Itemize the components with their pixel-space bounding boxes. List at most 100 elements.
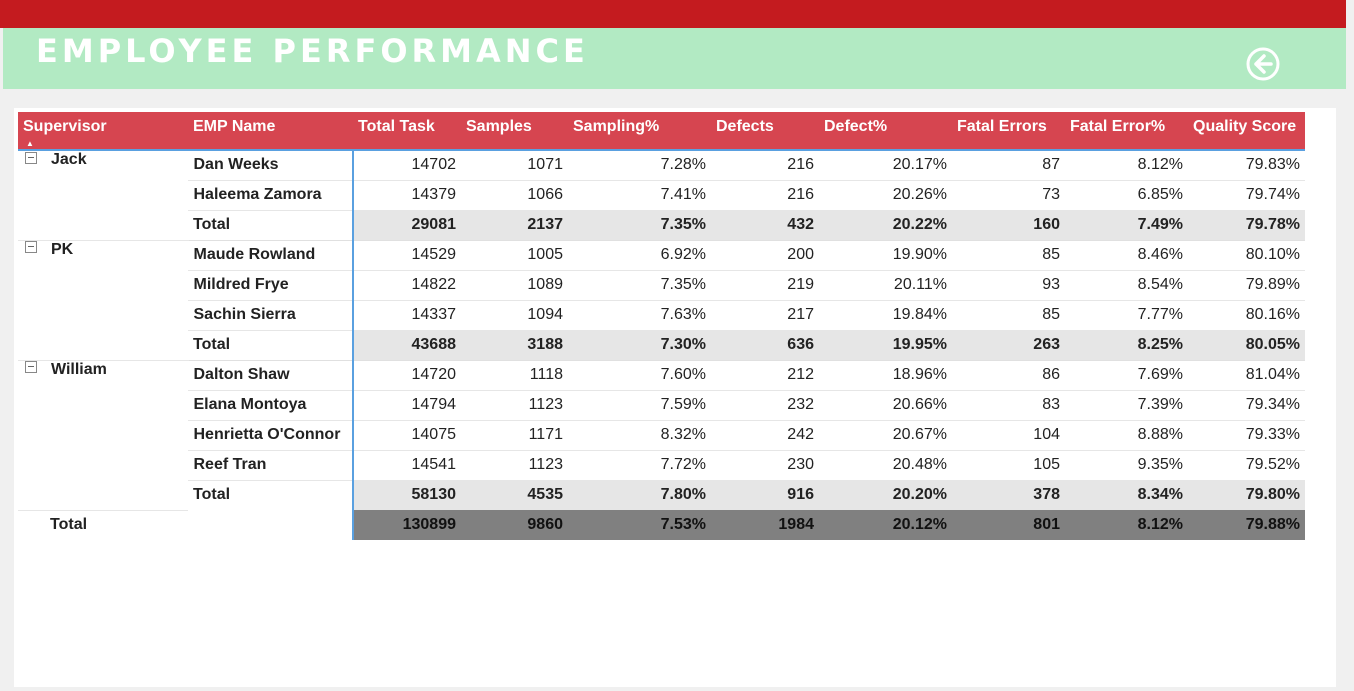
performance-matrix: Supervisor ▲ EMP Name Total Task Samples…: [18, 112, 1305, 540]
value-cell: 14541: [352, 450, 461, 481]
value-cell: 18.96%: [819, 359, 952, 391]
column-header-defect-pct[interactable]: Defect%: [819, 112, 952, 151]
table-row[interactable]: PK Maude Rowland 14529 1005 6.92% 200 19.90% 85…: [18, 239, 1305, 361]
employee-name: Dan Weeks: [187, 150, 353, 181]
employee-name: Elana Montoya: [187, 390, 353, 421]
subtotal-label: Total: [193, 486, 231, 504]
value-cell: 20.67%: [819, 420, 952, 451]
value-cell: 7.63%: [568, 300, 711, 331]
table-row[interactable]: William Dalton Shaw 14720 1118 7.60% 212 18.96…: [18, 359, 1305, 511]
value-cell: 6.85%: [1065, 180, 1188, 211]
value-cell: 7.28%: [568, 150, 711, 181]
page-title: EMPLOYEE PERFORMANCE: [36, 32, 589, 70]
value-cell: 20.11%: [819, 270, 952, 301]
value-cell: 7.41%: [568, 180, 711, 211]
grand-total-row: Total 130899 9860 7.53% 1984 20.12% 801 8.12% 79…: [18, 510, 1305, 540]
column-header-defects[interactable]: Defects: [711, 112, 819, 151]
table-row[interactable]: Mildred Frye 14822 1089 7.35% 219 20.11% 93 8.5…: [18, 270, 1305, 301]
value-cell: 20.17%: [819, 150, 952, 181]
value-cell: 1123: [461, 390, 568, 421]
value-cell: 14720: [352, 359, 461, 391]
value-cell: 20.48%: [819, 450, 952, 481]
supervisor-cell: Jack: [18, 150, 188, 241]
table-row[interactable]: Elana Montoya 14794 1123 7.59% 232 20.66% 83 7.…: [18, 390, 1305, 421]
value-cell: 7.80%: [568, 480, 711, 510]
value-cell: 104: [952, 420, 1065, 451]
value-cell: 105: [952, 450, 1065, 481]
value-cell: 216: [711, 180, 819, 211]
value-cell: 9.35%: [1065, 450, 1188, 481]
title-banner: [3, 28, 1346, 89]
arrow-left-circle-icon: [1246, 47, 1280, 81]
value-cell: 1118: [461, 359, 568, 391]
table-row[interactable]: Henrietta O'Connor 14075 1171 8.32% 242 20.67…: [18, 420, 1305, 451]
column-header-fatal-error-pct[interactable]: Fatal Error%: [1065, 112, 1188, 151]
value-cell: 160: [952, 210, 1065, 240]
value-cell: 14379: [352, 180, 461, 211]
employee-name: Reef Tran: [187, 450, 353, 481]
value-cell: 79.78%: [1188, 210, 1305, 240]
table-row[interactable]: Sachin Sierra 14337 1094 7.63% 217 19.84% 85 7.…: [18, 300, 1305, 331]
employee-name: Mildred Frye: [187, 270, 353, 301]
collapse-icon[interactable]: [25, 361, 37, 374]
column-header-sampling-pct[interactable]: Sampling%: [568, 112, 711, 151]
value-cell: 263: [952, 330, 1065, 360]
table-row[interactable]: Haleema Zamora 14379 1066 7.41% 216 20.26% 73 6…: [18, 180, 1305, 211]
value-cell: 130899: [352, 510, 461, 540]
column-header-samples[interactable]: Samples: [461, 112, 568, 151]
value-cell: 8.46%: [1065, 239, 1188, 271]
value-cell: 8.12%: [1065, 510, 1188, 540]
value-cell: 7.59%: [568, 390, 711, 421]
table-row[interactable]: Reef Tran 14541 1123 7.72% 230 20.48% 105 9.35%…: [18, 450, 1305, 481]
supervisor-cell: William: [18, 360, 188, 511]
value-cell: 7.39%: [1065, 390, 1188, 421]
column-header-emp-name[interactable]: EMP Name: [188, 112, 353, 151]
value-cell: 79.52%: [1188, 450, 1305, 481]
employee-name: Dalton Shaw: [187, 359, 353, 391]
value-cell: 8.32%: [568, 420, 711, 451]
value-cell: 212: [711, 359, 819, 391]
value-cell: 83: [952, 390, 1065, 421]
value-cell: 86: [952, 359, 1065, 391]
value-cell: 217: [711, 300, 819, 331]
supervisor-name: Jack: [51, 151, 87, 168]
value-cell: 58130: [352, 480, 461, 510]
subtotal-label: Total: [193, 216, 231, 233]
value-cell: 14822: [352, 270, 461, 301]
value-cell: 432: [711, 210, 819, 240]
column-header-quality-score[interactable]: Quality Score: [1188, 112, 1305, 151]
value-cell: 200: [711, 239, 819, 271]
table-row[interactable]: Jack Dan Weeks 14702 1071 7.28% 216 20.17% 87 8.…: [18, 150, 1305, 241]
value-cell: 19.95%: [819, 330, 952, 360]
value-cell: 43688: [352, 330, 461, 360]
value-cell: 79.89%: [1188, 270, 1305, 301]
value-cell: 20.20%: [819, 480, 952, 510]
column-header-total-task[interactable]: Total Task: [353, 112, 461, 151]
employee-name: Haleema Zamora: [187, 180, 353, 211]
value-cell: 230: [711, 450, 819, 481]
value-cell: 79.33%: [1188, 420, 1305, 451]
column-header-fatal-errors[interactable]: Fatal Errors: [952, 112, 1065, 151]
collapse-icon[interactable]: [25, 151, 37, 164]
value-cell: 801: [952, 510, 1065, 540]
value-cell: 8.54%: [1065, 270, 1188, 301]
value-cell: 8.88%: [1065, 420, 1188, 451]
value-cell: 80.05%: [1188, 330, 1305, 360]
column-header-supervisor[interactable]: Supervisor ▲: [18, 112, 188, 151]
value-cell: 14702: [352, 150, 461, 181]
value-cell: 636: [711, 330, 819, 360]
value-cell: 9860: [461, 510, 568, 540]
collapse-icon[interactable]: [25, 241, 37, 254]
value-cell: 20.66%: [819, 390, 952, 421]
value-cell: 7.72%: [568, 450, 711, 481]
value-cell: 4535: [461, 480, 568, 510]
back-button[interactable]: [1245, 46, 1281, 82]
grand-total-label: Total: [50, 516, 88, 534]
value-cell: 916: [711, 480, 819, 510]
value-cell: 29081: [352, 210, 461, 240]
value-cell: 242: [711, 420, 819, 451]
sort-ascending-icon: ▲: [26, 139, 34, 148]
value-cell: 80.10%: [1188, 239, 1305, 271]
subtotal-row: Total 58130 4535 7.80% 916 20.20% 378 8.34% 79.8…: [18, 480, 1305, 510]
value-cell: 1066: [461, 180, 568, 211]
